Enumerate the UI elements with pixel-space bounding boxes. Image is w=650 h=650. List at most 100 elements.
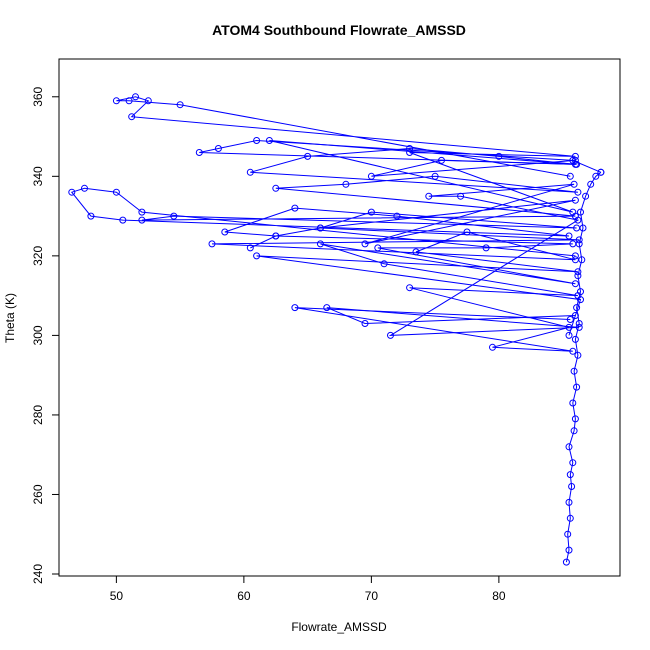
data-point: [565, 498, 573, 506]
data-point: [81, 184, 88, 192]
y-tick-label: 280: [31, 405, 45, 425]
data-point: [125, 97, 133, 105]
x-tick-label: 70: [365, 589, 379, 603]
data-point: [68, 188, 76, 196]
data-point: [291, 304, 299, 312]
y-tick-label: 300: [31, 325, 45, 345]
data-point: [425, 192, 433, 200]
data-point: [569, 347, 577, 355]
data-point: [291, 204, 299, 212]
data-point: [489, 343, 496, 351]
data-point: [406, 284, 414, 292]
data-point: [570, 180, 578, 188]
data-point: [565, 323, 573, 331]
data-point: [574, 351, 582, 359]
data-point: [170, 212, 178, 220]
data-point: [438, 156, 445, 164]
data-point: [566, 471, 574, 479]
data-point: [574, 272, 582, 280]
data-point: [564, 530, 572, 538]
data-point: [571, 252, 579, 260]
data-point: [253, 137, 261, 144]
x-axis-label: Flowrate_AMSSD: [291, 620, 387, 634]
data-point: [482, 244, 490, 252]
data-point: [221, 228, 229, 236]
series-line: [250, 183, 580, 336]
data-point: [361, 240, 369, 248]
data-point: [570, 427, 578, 435]
y-tick-label: 240: [31, 564, 45, 584]
data-point: [495, 152, 503, 160]
data-point: [393, 212, 401, 220]
data-point: [573, 160, 581, 168]
y-tick-label: 260: [31, 484, 45, 504]
data-point: [323, 304, 331, 312]
y-tick-label: 360: [31, 86, 45, 106]
data-point: [412, 248, 420, 256]
data-point: [575, 320, 583, 327]
data-point: [144, 97, 152, 105]
data-point: [387, 331, 394, 339]
data-point: [571, 280, 579, 288]
data-point: [571, 156, 579, 164]
data-point: [214, 145, 222, 152]
data-point: [128, 113, 136, 121]
data-point: [573, 304, 581, 312]
data-point: [569, 459, 577, 467]
data-point: [367, 172, 375, 180]
data-point: [208, 240, 216, 248]
data-point: [562, 558, 570, 566]
y-axis: 240 260 280 300 320 340 360: [31, 86, 60, 584]
data-point: [575, 323, 583, 331]
y-axis-label: Theta (K): [3, 293, 17, 343]
data-point: [574, 292, 582, 300]
data-point: [573, 224, 581, 232]
data-point: [569, 399, 577, 407]
data-point: [566, 514, 574, 522]
data-point: [195, 149, 203, 156]
data-point: [112, 97, 120, 105]
data-point: [342, 180, 350, 188]
data-point: [253, 252, 261, 260]
data-point: [361, 320, 369, 327]
data-point: [374, 244, 382, 252]
data-point: [406, 145, 414, 152]
data-point: [571, 152, 579, 160]
data-point: [587, 180, 595, 188]
data-point: [316, 224, 324, 232]
data-point: [272, 184, 280, 192]
data-point: [457, 192, 465, 200]
data-point: [431, 172, 439, 180]
data-point: [570, 367, 578, 375]
data-point: [571, 415, 579, 423]
data-point: [592, 172, 600, 180]
data-lines: [70, 96, 602, 563]
data-point: [582, 192, 590, 200]
data-point: [565, 443, 573, 451]
x-axis: 50 60 70 80: [110, 575, 506, 603]
data-point: [112, 188, 120, 196]
data-point: [568, 483, 576, 490]
data-point: [565, 331, 573, 339]
data-point: [132, 93, 139, 101]
x-tick-label: 80: [492, 589, 506, 603]
x-tick-label: 60: [237, 589, 251, 603]
chart-title: ATOM4 Southbound Flowrate_AMSSD: [212, 22, 466, 38]
data-point: [565, 546, 573, 554]
data-point: [272, 232, 280, 240]
data-point: [176, 101, 184, 109]
data-point: [571, 196, 579, 204]
series-line: [565, 171, 602, 563]
data-point: [574, 216, 582, 224]
y-tick-label: 320: [31, 246, 45, 266]
data-point: [463, 228, 471, 236]
data-point: [304, 152, 312, 160]
data-point: [138, 208, 146, 216]
data-point: [569, 208, 577, 216]
data-points: [68, 93, 605, 566]
data-point: [246, 168, 254, 176]
data-point: [574, 188, 582, 196]
data-point: [380, 260, 388, 268]
series-line: [116, 96, 577, 213]
data-point: [574, 268, 582, 276]
